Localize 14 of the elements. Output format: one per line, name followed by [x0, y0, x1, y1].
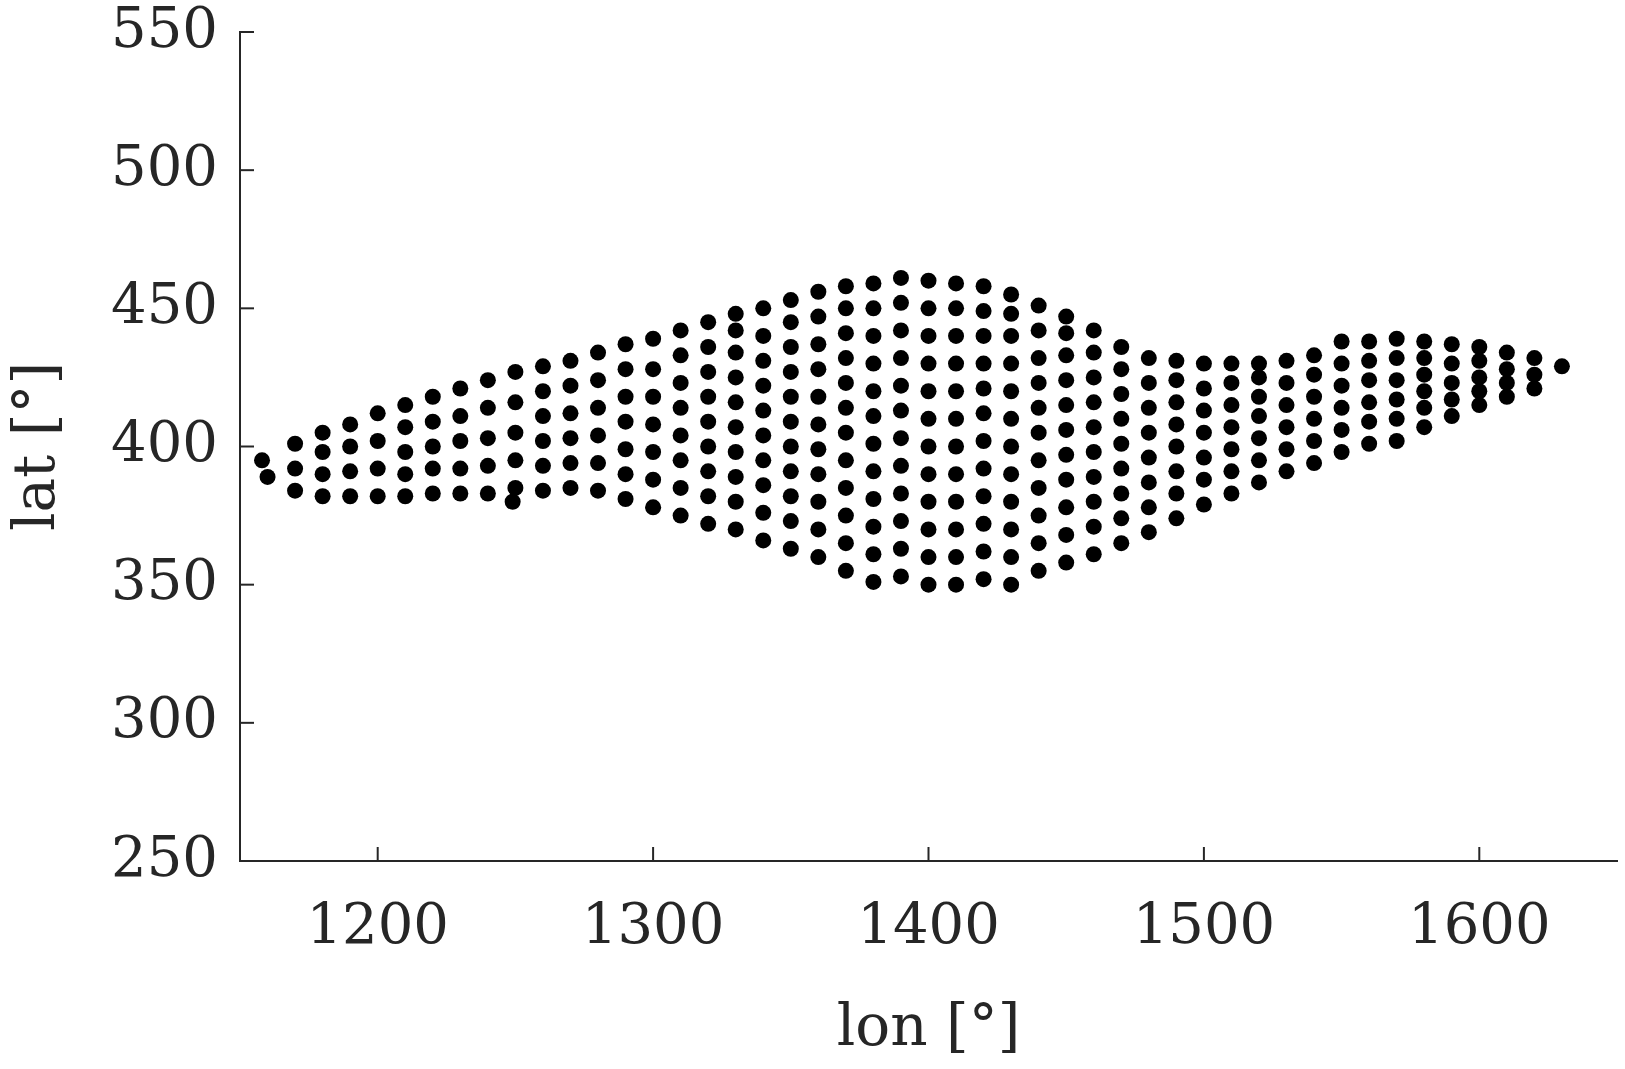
y-tick-label: 500: [111, 132, 218, 198]
y-tick-label: 550: [111, 0, 218, 60]
y-tick-label: 300: [111, 685, 218, 751]
x-axis-title: lon [°]: [836, 991, 1021, 1060]
y-tick-label: 350: [111, 547, 218, 613]
x-tick-label: 1400: [857, 891, 1000, 957]
y-axis-title: lat [°]: [0, 361, 68, 532]
y-tick-label: 450: [111, 270, 218, 336]
x-tick-label: 1600: [1408, 891, 1551, 957]
x-tick-label: 1200: [306, 891, 449, 957]
y-tick-label: 400: [111, 409, 218, 475]
x-tick-label: 1300: [581, 891, 725, 957]
x-tick-label: 1500: [1132, 891, 1276, 957]
y-tick-label: 250: [111, 823, 218, 889]
